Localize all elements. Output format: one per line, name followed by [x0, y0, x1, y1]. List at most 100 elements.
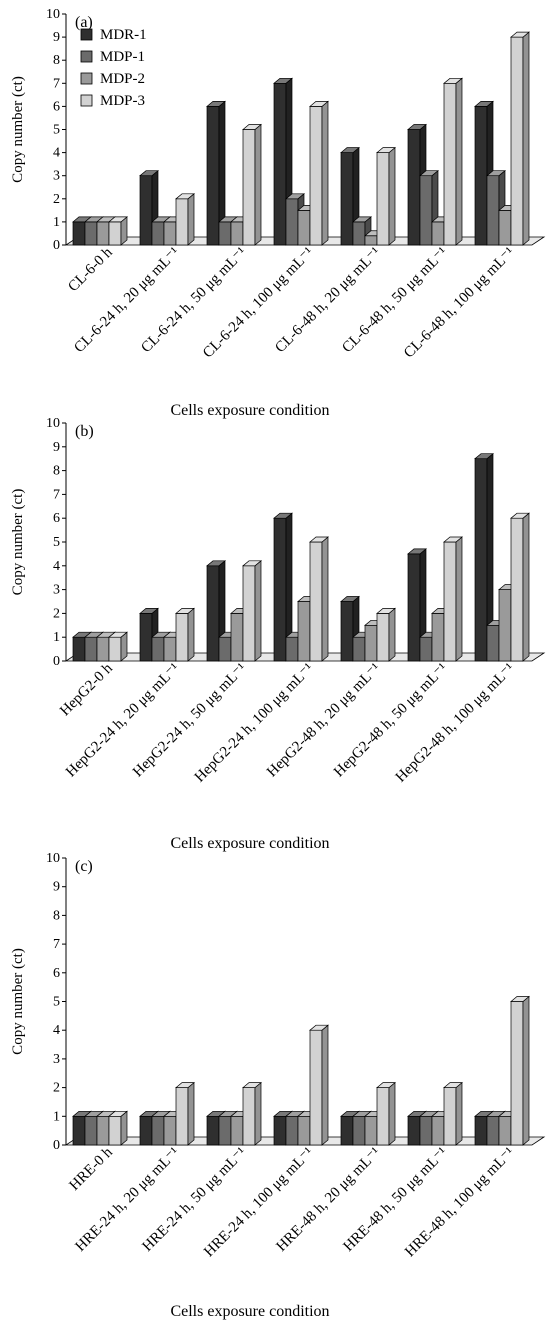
bar-side-mdp-3 — [522, 31, 530, 246]
y-axis-title: Copy number (ct) — [10, 948, 26, 1055]
chart-panel-3: 0 1 2 3 4 5 6 7 8 9 10 Copy number (ct) (c) HRE-0 h HR… — [10, 851, 546, 1320]
bar-side-mdp-3 — [321, 100, 329, 246]
x-category-label: HepG2-48 h, 50 μg mL⁻¹ — [331, 661, 451, 781]
bar-mdr-1 — [206, 106, 220, 246]
bar-top-mdp-3 — [175, 193, 195, 200]
x-axis-title: Cells exposure condition — [170, 1303, 329, 1320]
bar-mdp-1 — [285, 198, 299, 246]
y-tick-label: 6 — [53, 99, 60, 114]
x-category-label: HepG2-24 h, 50 μg mL⁻¹ — [130, 661, 250, 781]
y-tick-label: 6 — [53, 966, 60, 981]
bar-mdr-1 — [72, 221, 86, 246]
bar-mdp-2 — [297, 1115, 311, 1146]
bar-top-mdp-3 — [443, 1082, 463, 1088]
bar-side-mdp-3 — [388, 607, 396, 662]
bar-mdp-1 — [419, 636, 433, 662]
x-axis-title: Cells exposure condition — [170, 835, 329, 852]
bar-top-mdp-1 — [352, 216, 372, 223]
bar-top-mdr-1 — [407, 548, 427, 555]
bar-mdp-3 — [510, 517, 524, 662]
y-tick-label: 0 — [53, 238, 60, 253]
bar-top-mdp-3 — [242, 124, 262, 130]
bar-mdr-1 — [273, 1115, 287, 1146]
bar-mdp-2 — [230, 1115, 244, 1146]
bar-mdp-2 — [163, 636, 177, 662]
bar-top-mdr-1 — [273, 77, 293, 84]
bar-mdp-1 — [419, 1115, 433, 1146]
bar-top-mdp-3 — [443, 77, 463, 84]
x-category-label: HepG2-24 h, 100 μg mL⁻¹ — [192, 661, 317, 786]
bar-mdp-3 — [443, 541, 457, 662]
x-category-label: CL-6-24 h, 100 μg mL⁻¹ — [200, 245, 317, 362]
x-category-label: HRE-48 h, 100 μg mL⁻¹ — [402, 1145, 518, 1261]
bar-mdp-3 — [242, 565, 256, 662]
bar-mdp-2 — [297, 601, 311, 662]
panel-label: (a) — [75, 14, 93, 31]
bar-mdp-2 — [230, 221, 244, 246]
bar-top-mdp-3 — [175, 1082, 195, 1088]
bar-top-mdp-3 — [309, 101, 329, 107]
y-tick-label: 10 — [46, 7, 60, 22]
bar-mdp-2 — [364, 1115, 378, 1146]
legend-swatch-mdp-3 — [80, 94, 93, 107]
panel-label: (b) — [75, 423, 94, 440]
y-tick-label: 10 — [46, 851, 60, 866]
bar-mdr-1 — [474, 1115, 488, 1146]
bar-mdr-1 — [340, 152, 354, 246]
bar-side-mdp-3 — [388, 146, 396, 246]
y-tick-label: 8 — [53, 53, 60, 68]
bar-mdp-2 — [498, 1115, 512, 1146]
bar-top-mdp-3 — [108, 631, 128, 638]
bar-mdp-1 — [218, 221, 232, 246]
bar-mdp-1 — [285, 636, 299, 662]
bar-mdp-1 — [352, 636, 366, 662]
bar-top-mdp-3 — [376, 608, 396, 614]
bar-mdp-3 — [443, 82, 457, 246]
bar-mdr-1 — [474, 458, 488, 662]
bar-mdr-1 — [340, 1115, 354, 1146]
bar-top-mdr-1 — [139, 608, 159, 614]
bar-mdr-1 — [206, 1115, 220, 1146]
bar-top-mdr-1 — [206, 101, 226, 107]
legend-swatch-mdp-1 — [80, 50, 93, 63]
legend-label-mdp-1: MDP-1 — [100, 49, 145, 65]
bar-top-mdp-3 — [443, 536, 463, 543]
bar-top-mdp-3 — [108, 216, 128, 223]
bar-mdp-2 — [163, 1115, 177, 1146]
bar-side-mdp-3 — [254, 123, 262, 246]
bar-mdr-1 — [407, 553, 421, 662]
bar-side-mdp-3 — [455, 536, 463, 662]
y-tick-label: 1 — [53, 215, 60, 230]
bar-mdp-1 — [285, 1115, 299, 1146]
bar-side-mdp-3 — [522, 995, 530, 1146]
bar-top-mdp-3 — [309, 536, 329, 543]
bar-mdp-3 — [175, 198, 189, 246]
bar-side-mdp-3 — [120, 1110, 128, 1146]
bar-top-mdp-3 — [376, 147, 396, 153]
bar-mdp-1 — [84, 1115, 98, 1146]
bar-mdp-1 — [151, 1115, 165, 1146]
y-tick-label: 9 — [53, 440, 60, 455]
x-category-label: CL-6-48 h, 100 μg mL⁻¹ — [401, 245, 518, 362]
bar-mdr-1 — [407, 129, 421, 246]
bar-mdr-1 — [139, 175, 153, 246]
bar-mdp-2 — [364, 624, 378, 662]
bar-mdp-3 — [376, 1087, 390, 1146]
bar-mdp-2 — [431, 221, 445, 246]
bar-mdp-2 — [364, 235, 378, 246]
bar-mdp-3 — [376, 152, 390, 246]
bar-mdr-1 — [273, 82, 287, 246]
bar-mdp-1 — [84, 636, 98, 662]
y-tick-label: 8 — [53, 464, 60, 479]
bar-mdp-2 — [431, 1115, 445, 1146]
bar-mdp-3 — [309, 1029, 323, 1146]
y-tick-label: 10 — [46, 416, 60, 431]
bar-top-mdp-3 — [309, 1024, 329, 1031]
bar-side-mdp-3 — [388, 1081, 396, 1146]
bar-mdp-3 — [242, 129, 256, 246]
y-tick-label: 4 — [53, 559, 60, 574]
bar-mdr-1 — [72, 636, 86, 662]
bar-mdp-3 — [309, 106, 323, 246]
legend-label-mdr-1: MDR-1 — [100, 27, 147, 43]
